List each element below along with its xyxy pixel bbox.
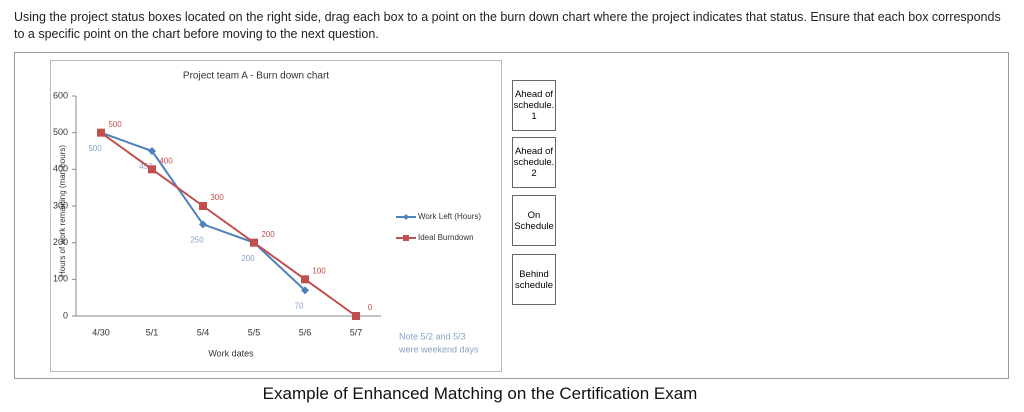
marker: [199, 202, 207, 210]
data-label: 200: [241, 254, 255, 263]
x-tick-label: 5/4: [197, 327, 210, 337]
caption: Example of Enhanced Matching on the Cert…: [262, 384, 698, 403]
status-box[interactable]: Ahead of schedule. 2: [512, 137, 556, 188]
legend-marker: [403, 235, 409, 241]
marker: [352, 312, 360, 320]
y-tick-label: 500: [53, 127, 68, 137]
marker: [250, 238, 258, 247]
data-label: 300: [210, 193, 224, 202]
y-axis-label: Hours of work remaining (man hours): [58, 145, 67, 277]
marker: [97, 128, 105, 137]
marker: [301, 275, 309, 284]
data-label: 100: [312, 266, 326, 275]
chart: Project team A - Burn down chart Work da…: [53, 71, 481, 359]
data-label: 200: [261, 230, 275, 239]
data-label: 400: [159, 156, 173, 165]
chart-title: Project team A - Burn down chart: [183, 71, 329, 82]
data-label: 500: [88, 144, 102, 153]
status-box[interactable]: On Schedule: [512, 195, 556, 246]
y-tick-label: 300: [53, 200, 68, 210]
marker: [148, 147, 156, 155]
marker: [148, 165, 156, 174]
x-tick-label: 5/1: [146, 327, 159, 337]
status-box[interactable]: Ahead of schedule. 1: [512, 80, 556, 131]
data-label: 500: [108, 120, 122, 129]
x-tick-label: 4/30: [92, 327, 110, 337]
x-axis-label: Work dates: [208, 348, 254, 358]
y-tick-label: 0: [63, 310, 68, 320]
y-tick-label: 200: [53, 237, 68, 247]
y-tick-label: 400: [53, 164, 68, 174]
y-tick-label: 600: [53, 90, 68, 100]
instructions: Using the project status boxes located o…: [14, 10, 1001, 41]
marker: [301, 286, 309, 295]
x-tick-label: 5/5: [248, 327, 261, 337]
data-label: 250: [190, 235, 204, 244]
note: Note 5/2 and 5/3: [399, 331, 466, 341]
series-line: [100, 131, 306, 292]
legend-marker: [403, 214, 409, 220]
data-label: 0: [368, 303, 373, 312]
x-tick-label: 5/7: [350, 327, 363, 337]
x-tick-label: 5/6: [299, 327, 312, 337]
chart-image: Project team A - Burn down chart Work da…: [50, 60, 502, 372]
data-label: 70: [295, 301, 304, 310]
data-label: 450: [139, 162, 153, 171]
status-box[interactable]: Behind schedule: [512, 254, 556, 305]
marker: [199, 220, 207, 229]
legend-label: Work Left (Hours): [418, 212, 481, 221]
series-line: [100, 131, 357, 317]
question-frame: [14, 52, 1009, 379]
y-tick-label: 100: [53, 274, 68, 284]
note: were weekend days: [398, 344, 479, 354]
legend-label: Ideal Burndown: [418, 233, 474, 242]
